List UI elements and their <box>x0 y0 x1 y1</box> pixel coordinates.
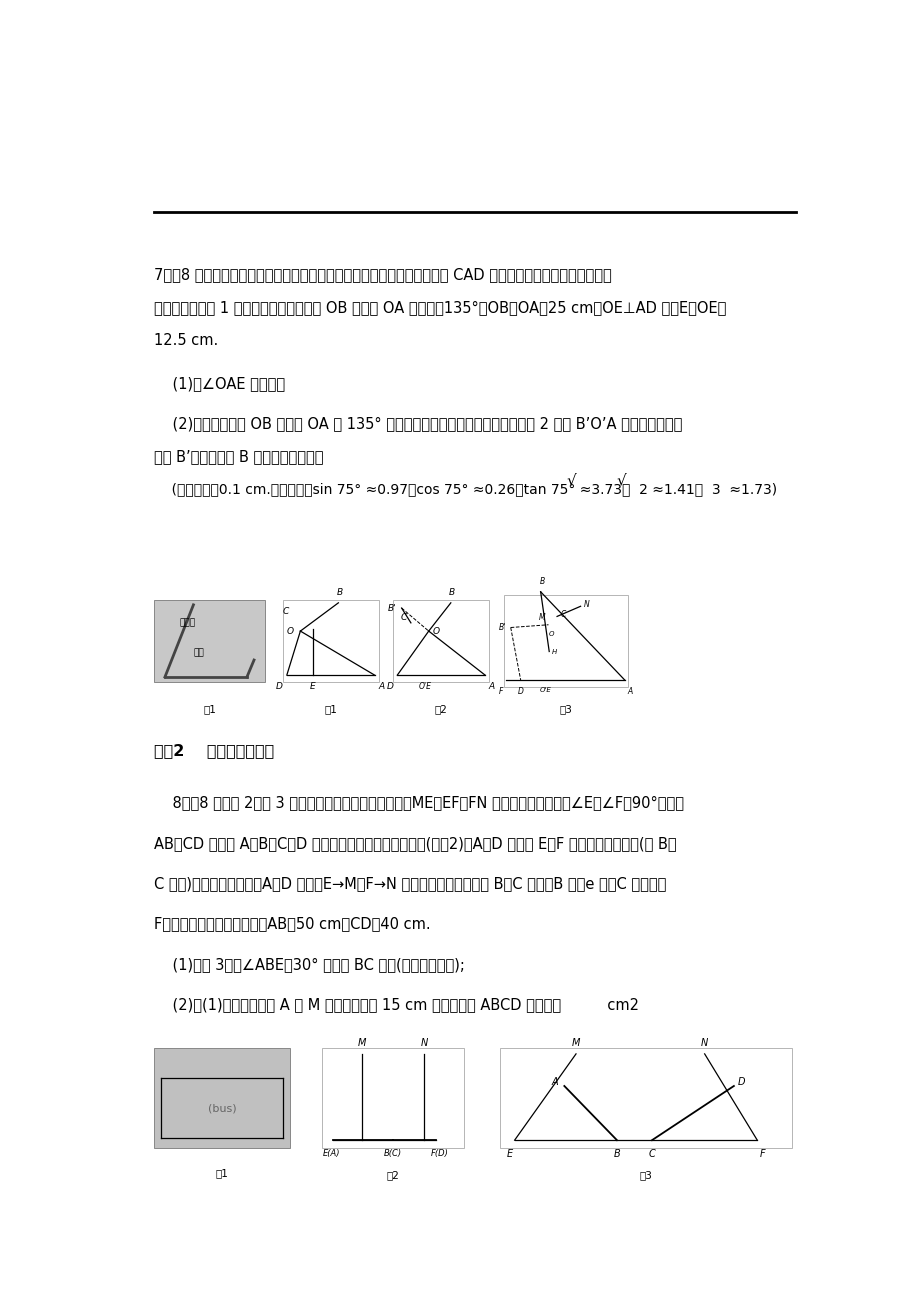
Text: B(C): B(C) <box>383 1149 402 1158</box>
Text: (1)求∠OAE 的度数；: (1)求∠OAE 的度数； <box>154 377 285 391</box>
Text: F，此时两门完全开启。已知AB＝50 cm，CD＝40 cm.: F，此时两门完全开启。已知AB＝50 cm，CD＝40 cm. <box>154 916 430 932</box>
Text: F: F <box>498 687 503 696</box>
Bar <box>500 1048 791 1148</box>
Text: 图2: 图2 <box>386 1170 399 1181</box>
Text: 顶部 B’比原来顶部 B 大约下降了多少？: 顶部 B’比原来顶部 B 大约下降了多少？ <box>154 448 323 464</box>
Text: 7．（8 分）陈老师在使用笔记本电脑时，为了散热，他将电脑放在散热架 CAD 上，忽略散热架和电脑的厚度，: 7．（8 分）陈老师在使用笔记本电脑时，为了散热，他将电脑放在散热架 CAD 上… <box>154 267 611 281</box>
Text: A: A <box>378 681 384 691</box>
Text: B: B <box>539 577 544 586</box>
Text: 图3: 图3 <box>559 704 572 714</box>
Text: A: A <box>627 687 632 696</box>
Text: B': B' <box>388 603 396 612</box>
Text: C: C <box>648 1149 654 1160</box>
Text: B: B <box>613 1149 619 1160</box>
Bar <box>392 599 489 681</box>
Text: N: N <box>420 1038 427 1048</box>
Text: O: O <box>549 631 554 637</box>
Text: 图2: 图2 <box>435 704 448 714</box>
Text: O: O <box>287 627 294 636</box>
Text: B': B' <box>498 623 505 632</box>
Bar <box>154 599 265 681</box>
Text: N: N <box>700 1038 708 1048</box>
Text: 8．（8 分）图 2、图 3 是某公共汽车双开门的俧视图，ME，EF，FN 是门轴的滑动轨道，∠E＝∠F＝90°，两门: 8．（8 分）图 2、图 3 是某公共汽车双开门的俧视图，ME，EF，FN 是门… <box>154 795 684 810</box>
Text: O: O <box>433 627 439 636</box>
Text: C: C <box>400 614 406 623</box>
Text: F(D): F(D) <box>430 1149 448 1158</box>
Text: 类型2    特殊四边形模型: 类型2 特殊四边形模型 <box>154 743 274 758</box>
Text: 图1: 图1 <box>215 1169 228 1178</box>
Text: O'E: O'E <box>418 681 431 691</box>
Text: A: A <box>551 1078 558 1087</box>
Text: 图1: 图1 <box>323 704 336 714</box>
Text: O'E: O'E <box>539 687 550 693</box>
Text: 底板: 底板 <box>193 649 204 658</box>
Text: H: H <box>551 649 557 654</box>
Text: AB，CD 的门轴 A，B，C，D 都在滑动轨道上，两门关闭时(如图2)，A，D 分别在 E，F 处，门缝忽略不计(即 B，: AB，CD 的门轴 A，B，C，D 都在滑动轨道上，两门关闭时(如图2)，A，D… <box>154 835 676 851</box>
Text: (结果精确到0.1 cm.参考数据：sin 75° ≈0.97，cos 75° ≈0.26，tan 75° ≈3.73，  2 ≈1.41，  3  ≈1.73: (结果精确到0.1 cm.参考数据：sin 75° ≈0.97，cos 75° … <box>154 482 777 496</box>
Text: M: M <box>539 612 545 622</box>
Text: C: C <box>282 607 289 616</box>
Text: B: B <box>336 588 343 597</box>
Bar <box>154 1048 289 1148</box>
Text: D: D <box>276 681 282 691</box>
Text: (1)如图 3，当∠ABE＝30° 时，求 BC 的长(结果保留根号);: (1)如图 3，当∠ABE＝30° 时，求 BC 的长(结果保留根号); <box>154 956 465 972</box>
Text: D: D <box>737 1078 745 1087</box>
Text: E(A): E(A) <box>322 1149 339 1158</box>
Text: C: C <box>560 610 565 619</box>
Text: 12.5 cm.: 12.5 cm. <box>154 334 218 348</box>
Text: B: B <box>448 588 455 597</box>
Text: 显示屏: 显示屏 <box>179 618 195 627</box>
Text: √: √ <box>616 473 625 487</box>
Bar <box>322 1048 464 1148</box>
Text: (2)若保持显示屏 OB 与底板 OA 的 135° 夹角不变，将电脑平放在桌面上，如图 2 中的 B’O’A 所示，则显示屏: (2)若保持显示屏 OB 与底板 OA 的 135° 夹角不变，将电脑平放在桌面… <box>154 416 682 431</box>
Text: 图3: 图3 <box>639 1170 652 1181</box>
Text: √: √ <box>566 473 575 487</box>
Text: E: E <box>310 681 315 691</box>
Text: M: M <box>572 1038 580 1048</box>
Text: D: D <box>517 687 523 696</box>
Bar <box>503 594 628 687</box>
Text: N: N <box>583 599 588 609</box>
Text: E: E <box>505 1149 512 1160</box>
Text: M: M <box>357 1038 366 1048</box>
Text: (bus): (bus) <box>208 1104 236 1113</box>
Bar <box>282 599 379 681</box>
Text: F: F <box>758 1149 765 1160</box>
Text: C 重合)；两门同时开启，A，D 分别沿E→M，F→N 的方向匀速滑动，带动 B，C 滑动；B 到达e 时，C 恰好到达: C 重合)；两门同时开启，A，D 分别沿E→M，F→N 的方向匀速滑动，带动 B… <box>154 876 666 891</box>
Text: A: A <box>488 681 494 691</box>
Text: 侧面示意图如图 1 所示，已知电脑显示屏 OB 与底板 OA 的夹角为135°，OB＝OA＝25 cm，OE⊥AD 于点E，OE＝: 侧面示意图如图 1 所示，已知电脑显示屏 OB 与底板 OA 的夹角为135°，… <box>154 300 726 315</box>
Text: (2)在(1)的基础上，当 A 向 M 方向继续滑动 15 cm 时，四边形 ABCD 的面积为          cm2: (2)在(1)的基础上，当 A 向 M 方向继续滑动 15 cm 时，四边形 A… <box>154 997 639 1012</box>
Text: D: D <box>387 681 393 691</box>
Text: 图1: 图1 <box>203 704 216 714</box>
